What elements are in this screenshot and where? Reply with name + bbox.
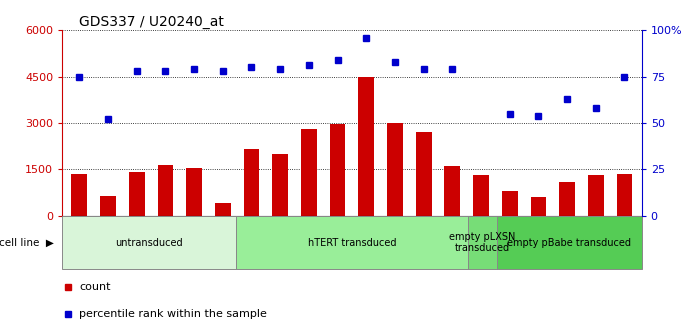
Bar	[273, 154, 288, 216]
Text: empty pBabe transduced: empty pBabe transduced	[507, 238, 631, 248]
Bar	[129, 172, 145, 216]
Text: GDS337 / U20240_at: GDS337 / U20240_at	[79, 15, 224, 29]
Text: untransduced: untransduced	[115, 238, 183, 248]
Bar	[358, 77, 374, 216]
Bar	[502, 191, 518, 216]
FancyBboxPatch shape	[62, 216, 236, 269]
Bar	[444, 166, 460, 216]
FancyBboxPatch shape	[497, 216, 642, 269]
Bar	[387, 123, 403, 216]
Bar	[416, 132, 431, 216]
Bar	[244, 149, 259, 216]
Bar	[215, 203, 230, 216]
FancyBboxPatch shape	[468, 216, 497, 269]
Bar	[588, 175, 604, 216]
Bar	[186, 168, 202, 216]
Text: cell line  ▶: cell line ▶	[0, 238, 53, 248]
Text: percentile rank within the sample: percentile rank within the sample	[79, 309, 267, 319]
FancyBboxPatch shape	[236, 216, 468, 269]
Bar	[100, 196, 116, 216]
Text: count: count	[79, 283, 111, 292]
Bar	[72, 174, 87, 216]
Bar	[617, 174, 632, 216]
Bar	[559, 182, 575, 216]
Bar	[531, 197, 546, 216]
Text: empty pLXSN
transduced: empty pLXSN transduced	[449, 232, 515, 253]
Text: hTERT transduced: hTERT transduced	[308, 238, 396, 248]
Bar	[330, 124, 346, 216]
Bar	[157, 165, 173, 216]
Bar	[301, 129, 317, 216]
Bar	[473, 175, 489, 216]
